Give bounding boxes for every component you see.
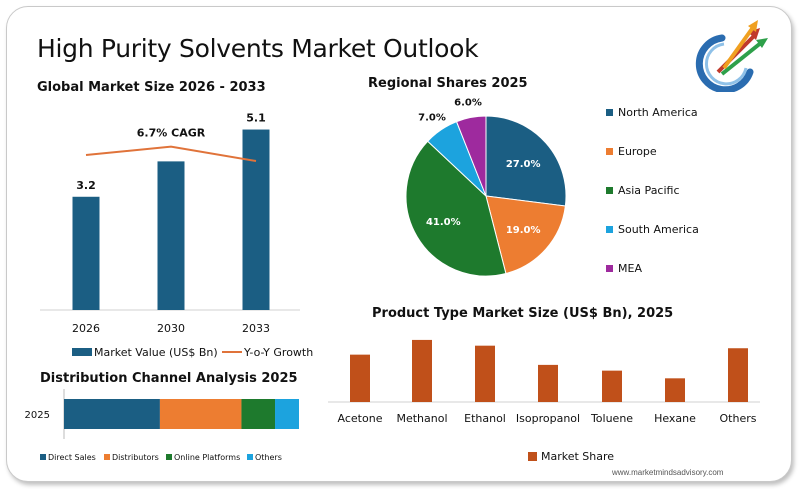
pie-data-label: 19.0% [506, 225, 541, 236]
legend-label: North America [618, 106, 698, 119]
growth-line [85, 145, 257, 162]
footer-url: www.marketmindsadvisory.com [612, 468, 724, 477]
x-tick-label: Isopropanol [516, 412, 580, 425]
pie-data-label: 7.0% [418, 113, 446, 124]
bar-2033 [242, 129, 270, 310]
x-tick-label: Ethanol [464, 412, 506, 425]
bar-hexane [665, 378, 685, 402]
pie-data-label: 6.0% [454, 98, 482, 109]
legend-label: Asia Pacific [618, 184, 680, 197]
bar-acetone [350, 354, 370, 402]
segment-others [275, 399, 299, 429]
bar-isopropanol [538, 364, 558, 402]
x-tick-label: Others [720, 412, 757, 425]
pie-slice-europe [485, 195, 566, 275]
legend-label: Distributors [112, 453, 159, 462]
legend-label: Others [255, 453, 282, 462]
bar-methanol [412, 339, 432, 402]
product-type-chart: Acetone Methanol Ethanol Isopropanol Toluene… [328, 339, 760, 463]
legend-swatch [104, 454, 110, 460]
regional-pie-chart: 27.0% 19.0% 41.0% 7.0% 6.0% North America Euro… [405, 98, 699, 277]
legend-swatch [606, 226, 613, 233]
market-size-chart: 3.2 2026 2030 5.1 2033 6.7% CAGR Market Value … [40, 112, 313, 359]
legend-label: Online Platforms [174, 453, 240, 462]
x-tick-label: 2030 [157, 322, 185, 335]
legend-swatch [606, 265, 613, 272]
logo-icon [695, 20, 768, 92]
x-tick-label: 2033 [242, 322, 270, 335]
legend-swatch [40, 454, 46, 460]
segment-distributors [159, 399, 242, 429]
bar-others [728, 348, 748, 402]
pie-slice-north-america [485, 115, 567, 207]
bar-toluene [602, 370, 622, 402]
legend-swatch [528, 452, 537, 461]
legend-swatch [247, 454, 253, 460]
legend-swatch [166, 454, 172, 460]
product-type-title: Product Type Market Size (US$ Bn), 2025 [372, 306, 674, 321]
distribution-chart: 2025 Direct Sales Distributors Online Platf… [25, 389, 299, 462]
market-size-title: Global Market Size 2026 - 2033 [37, 80, 266, 95]
legend-swatch [606, 148, 613, 155]
legend-label: MEA [618, 262, 642, 275]
pie-slice-asia-pacific [405, 140, 507, 277]
x-tick-label: Hexane [654, 412, 696, 425]
bar-value-label: 3.2 [76, 179, 96, 192]
distribution-title: Distribution Channel Analysis 2025 [40, 371, 298, 386]
pie-slice-mea [455, 115, 487, 197]
x-tick-label: Acetone [338, 412, 383, 425]
legend-label: Direct Sales [48, 453, 96, 462]
legend-label: Y-o-Y Growth [243, 346, 313, 359]
cagr-annotation: 6.7% CAGR [137, 127, 206, 140]
regional-shares-title: Regional Shares 2025 [368, 76, 528, 91]
y-tick-label: 2025 [25, 410, 50, 421]
legend-label: Europe [618, 145, 657, 158]
legend-swatch [606, 187, 613, 194]
legend-label: Market Value (US$ Bn) [94, 346, 218, 359]
pie-data-label: 41.0% [426, 217, 461, 228]
legend-label: Market Share [541, 450, 614, 463]
x-tick-label: Toluene [590, 412, 633, 425]
legend-swatch [606, 109, 613, 116]
legend-label: South America [618, 223, 699, 236]
bar-ethanol [475, 345, 495, 402]
bar-value-label: 5.1 [246, 112, 266, 125]
x-tick-label: 2026 [72, 322, 100, 335]
x-tick-label: Methanol [396, 412, 447, 425]
legend-swatch-market-value [72, 348, 92, 356]
segment-online-platforms [241, 399, 276, 429]
segment-direct-sales [64, 399, 160, 429]
pie-data-label: 27.0% [506, 159, 541, 170]
bar-2030 [157, 161, 185, 310]
bar-2026 [72, 196, 100, 310]
page-title: High Purity Solvents Market Outlook [37, 34, 479, 63]
